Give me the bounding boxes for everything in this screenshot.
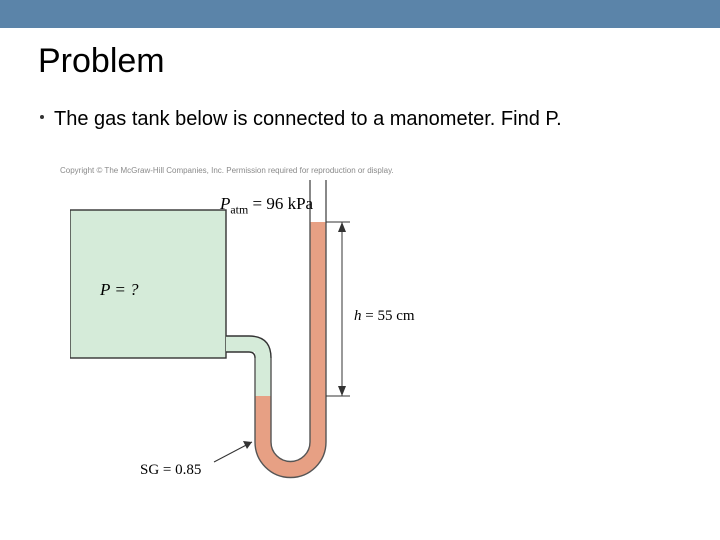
p-atm-sub: atm	[230, 202, 248, 216]
p-unknown-text: P = ?	[100, 280, 139, 299]
bullet-dot-icon	[40, 115, 44, 119]
bullet-text: The gas tank below is connected to a man…	[54, 108, 562, 130]
p-unknown-label: P = ?	[100, 280, 139, 300]
copyright-text: Copyright © The McGraw-Hill Companies, I…	[60, 166, 394, 175]
sg-label: SG = 0.85	[140, 462, 201, 479]
bullet-line: The gas tank below is connected to a man…	[40, 108, 562, 131]
slide-title: Problem	[38, 42, 165, 81]
p-atm-label: Patm = 96 kPa	[220, 194, 313, 217]
top-bar	[0, 0, 720, 28]
p-atm-value: = 96 kPa	[248, 194, 313, 213]
manometer-svg	[70, 180, 450, 510]
manometer-figure: Patm = 96 kPa P = ? h = 55 cm SG = 0.85	[70, 180, 450, 510]
p-atm-symbol: P	[220, 194, 230, 213]
slide: Problem The gas tank below is connected …	[0, 0, 720, 540]
h-label: h = 55 cm	[354, 308, 415, 325]
